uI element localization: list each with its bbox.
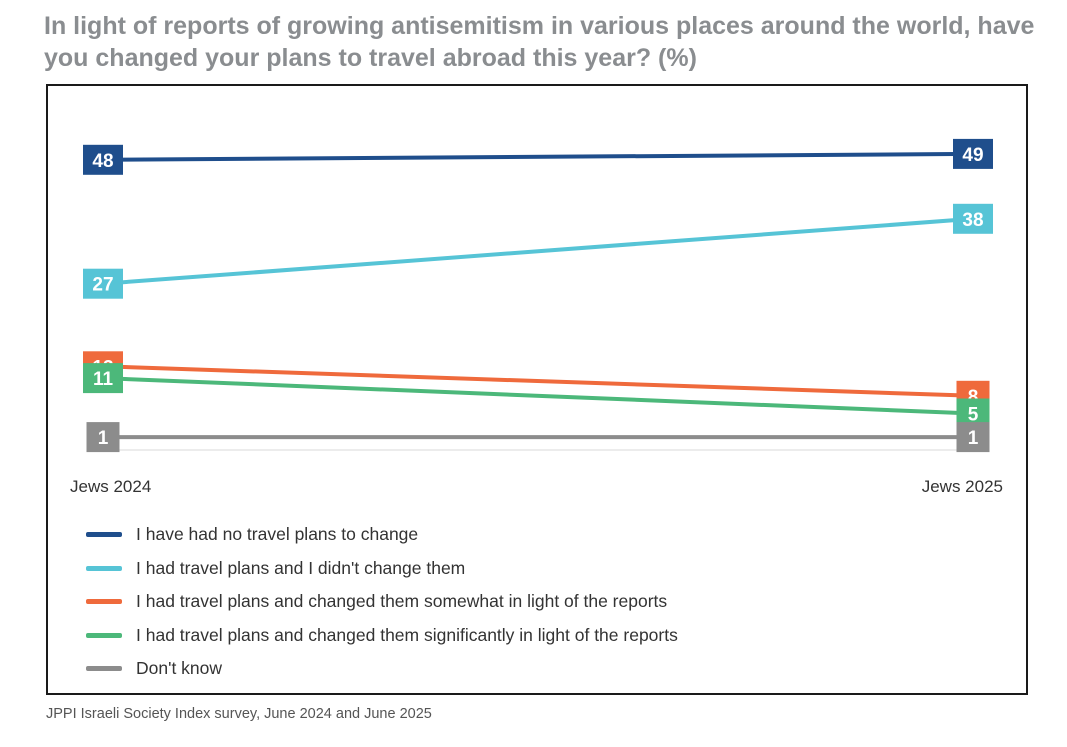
legend-item: Don't know	[86, 652, 678, 686]
series-line	[102, 151, 974, 162]
series-line	[102, 216, 974, 286]
data-label-text: 1	[98, 428, 109, 449]
series-line	[102, 376, 974, 416]
legend-label: I had travel plans and changed them some…	[136, 591, 668, 612]
data-label-text: 1	[968, 428, 979, 449]
data-label-box	[953, 138, 993, 169]
data-label-text: 8	[968, 387, 979, 408]
data-label: 27	[83, 268, 123, 299]
chart-title: In light of reports of growing antisemit…	[44, 12, 1035, 72]
data-label: 1	[956, 422, 990, 453]
legend-label: I had travel plans and changed them sign…	[136, 624, 678, 645]
data-label: 1	[86, 422, 120, 453]
data-label: 11	[83, 363, 123, 394]
legend: I have had no travel plans to change I ha…	[86, 518, 678, 686]
x-tick-label: Jews 2025	[922, 477, 1003, 496]
legend-swatch	[86, 532, 122, 538]
legend-swatch	[86, 632, 122, 638]
data-label-box	[83, 363, 123, 394]
data-label-text: 38	[962, 210, 983, 231]
legend-swatch	[86, 666, 122, 672]
legend-item: I had travel plans and I didn't change t…	[86, 552, 678, 586]
legend-swatch	[86, 599, 122, 605]
data-label: 48	[83, 144, 123, 175]
legend-item: I had travel plans and changed them some…	[86, 585, 678, 619]
source-note: JPPI Israeli Society Index survey, June …	[46, 706, 432, 722]
data-label-box	[953, 203, 993, 234]
legend-label: I had travel plans and I didn't change t…	[136, 557, 466, 578]
data-label-box	[83, 268, 123, 299]
data-label-text: 48	[92, 151, 113, 172]
data-label-box	[86, 422, 120, 453]
data-label-text: 49	[962, 145, 983, 166]
legend-label: Don't know	[136, 658, 223, 679]
data-label-text: 11	[93, 369, 114, 390]
legend-label: I have had no travel plans to change	[136, 524, 419, 545]
series-line	[102, 364, 974, 398]
data-label-box	[83, 144, 123, 175]
data-label: 49	[953, 138, 993, 169]
data-label-text: 5	[968, 405, 979, 426]
data-label-box	[956, 422, 990, 453]
legend-swatch	[86, 565, 122, 571]
legend-item: I had travel plans and changed them sign…	[86, 619, 678, 653]
data-label: 38	[953, 203, 993, 234]
x-tick-label: Jews 2024	[70, 477, 151, 496]
data-label-text: 27	[92, 275, 113, 296]
legend-item: I have had no travel plans to change	[86, 518, 678, 552]
